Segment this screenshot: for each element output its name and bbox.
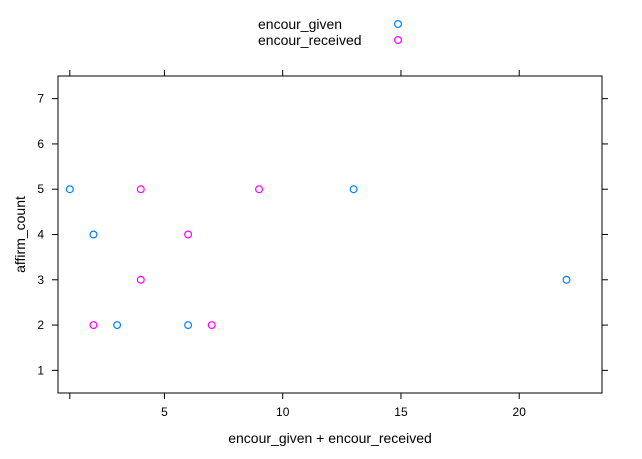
point-encour-received <box>184 230 193 239</box>
y-tick-label: 7 <box>37 92 44 106</box>
legend-marker <box>394 35 403 44</box>
point-encour-given <box>65 185 74 194</box>
legend-label: encour_received <box>258 32 362 48</box>
y-tick-label: 5 <box>37 182 44 196</box>
y-tick-label: 4 <box>37 228 44 242</box>
point-encour-received <box>207 321 216 330</box>
x-tick-label: 20 <box>513 405 527 419</box>
plot-frame <box>57 75 603 394</box>
y-axis-title: affirm_count <box>12 196 28 273</box>
point-encour-received <box>255 185 264 194</box>
x-tick-label: 5 <box>161 405 168 419</box>
point-encour-given <box>89 230 98 239</box>
x-tick-label: 10 <box>276 405 290 419</box>
point-encour-received <box>136 185 145 194</box>
y-tick-label: 1 <box>37 363 44 377</box>
x-tick-label: 15 <box>394 405 408 419</box>
axes: 5 10 15 20 1 2 3 4 5 6 7 <box>37 70 608 419</box>
y-tick-label: 3 <box>37 273 44 287</box>
legend-marker <box>394 20 403 29</box>
point-encour-received <box>89 321 98 330</box>
y-tick-label: 6 <box>37 137 44 151</box>
y-tick-label: 2 <box>37 318 44 332</box>
point-encour-given <box>349 185 358 194</box>
point-encour-received <box>136 275 145 284</box>
x-axis-title: encour_given + encour_received <box>228 430 432 446</box>
point-encour-given <box>113 321 122 330</box>
point-encour-given <box>562 275 571 284</box>
point-encour-given <box>184 321 193 330</box>
data-points <box>65 185 571 330</box>
legend-label: encour_given <box>258 16 342 32</box>
